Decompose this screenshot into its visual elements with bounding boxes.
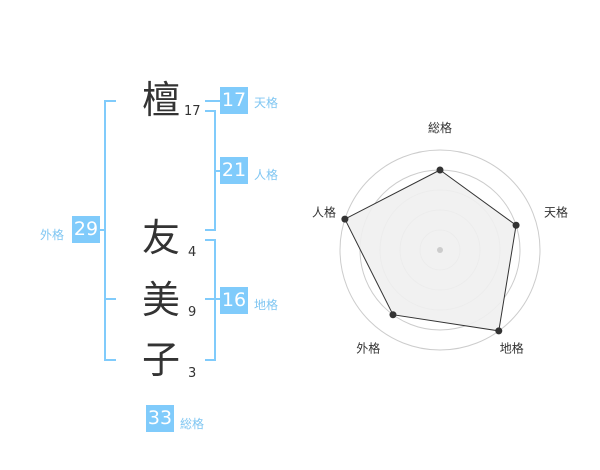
tenkaku-label: 天格 [254,96,279,110]
name-char-2: 友 [141,216,180,260]
axis-label-2: 地格 [500,341,524,356]
name-char-1: 檀 [141,78,180,122]
stroke-count-4: 3 [188,366,197,381]
gaikaku-label: 外格 [40,228,65,242]
data-point-4 [341,215,349,223]
gaikaku-connector [100,229,105,231]
jinkaku-label: 人格 [254,168,279,182]
axis-label-4: 人格 [312,204,336,219]
data-point-1 [512,221,520,229]
stroke-count-2: 4 [188,245,197,260]
grid-ring-5 [339,149,541,351]
chikaku-value: 16 [220,287,248,314]
gaikaku-bracket-vertical [104,100,106,361]
chikaku-bracket-vertical [214,239,216,361]
name-char-4: 子 [141,338,180,382]
axis-label-1: 天格 [544,204,568,219]
stroke-count-3: 9 [188,305,197,320]
gaikaku-value: 29 [72,216,100,243]
gaikaku-bracket-middle [104,298,116,300]
name-char-3: 美 [141,278,180,322]
chikaku-bracket-bottom [205,359,215,361]
jinkaku-bracket-bottom [205,229,215,231]
gaikaku-bracket-bottom [104,359,116,361]
tenkaku-tick [205,100,220,102]
jinkaku-bracket-top [205,110,215,112]
chikaku-label: 地格 [254,298,279,312]
axis-label-3: 外格 [356,341,380,356]
center-dot [437,247,443,253]
stroke-count-1: 17 [184,104,201,119]
soukaku-value: 33 [146,405,174,432]
soukaku-label: 総格 [180,417,205,431]
data-point-0 [436,166,444,174]
data-polygon [344,169,517,332]
gaikaku-bracket-top [104,100,116,102]
tenkaku-value: 17 [220,87,248,114]
axis-label-0: 総格 [428,120,452,135]
jinkaku-connector [215,170,220,172]
data-point-2 [495,327,503,335]
jinkaku-value: 21 [220,157,248,184]
data-point-3 [389,311,397,319]
chikaku-bracket-top [205,239,215,241]
chikaku-bracket-middle [205,298,220,300]
